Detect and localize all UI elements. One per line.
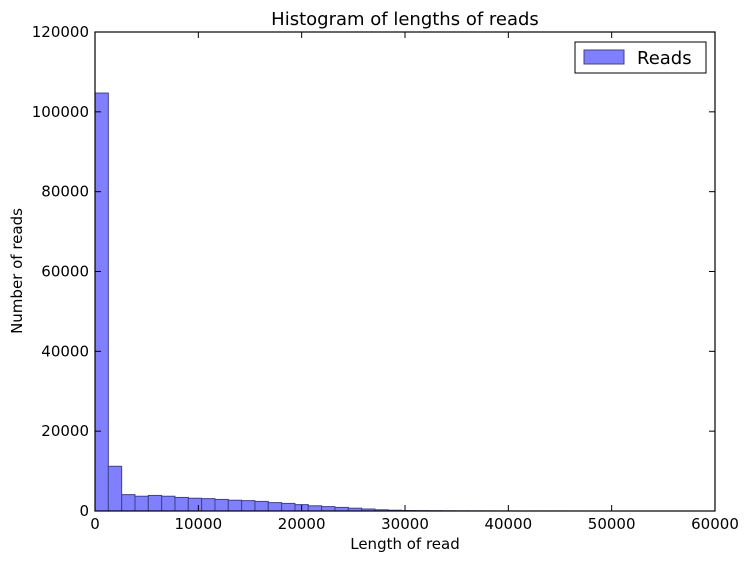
legend-swatch bbox=[583, 49, 625, 65]
y-tick-label: 100000 bbox=[32, 103, 89, 121]
x-tick-label: 40000 bbox=[484, 515, 532, 533]
histogram-bar bbox=[214, 498, 229, 512]
histogram-bar bbox=[321, 506, 336, 512]
y-tick-label: 80000 bbox=[41, 183, 89, 201]
histogram-bar bbox=[161, 495, 176, 512]
legend-label-reads: Reads bbox=[637, 48, 692, 69]
legend: Reads bbox=[574, 41, 707, 74]
y-tick-label: 60000 bbox=[41, 263, 89, 281]
histogram-bar bbox=[241, 500, 256, 512]
histogram-bar bbox=[201, 498, 216, 512]
x-tick-label: 60000 bbox=[691, 515, 739, 533]
bars-group bbox=[94, 92, 696, 512]
y-tick-label: 120000 bbox=[32, 23, 89, 41]
histogram-bar bbox=[174, 496, 189, 512]
histogram-bar bbox=[267, 502, 283, 512]
histogram-bar bbox=[121, 494, 136, 512]
histogram-bar bbox=[107, 465, 123, 512]
y-tick-label: 20000 bbox=[41, 422, 89, 440]
histogram-bar bbox=[134, 495, 149, 512]
x-tick-label: 0 bbox=[90, 515, 100, 533]
x-tick-label: 20000 bbox=[278, 515, 326, 533]
chart-title: Histogram of lengths of reads bbox=[271, 9, 539, 30]
plot-frame bbox=[94, 31, 716, 512]
x-tick-label: 50000 bbox=[588, 515, 636, 533]
y-tick-label: 40000 bbox=[41, 342, 89, 360]
y-tick-label: 0 bbox=[79, 502, 89, 520]
histogram-bar bbox=[281, 502, 296, 512]
histogram-bar bbox=[187, 497, 203, 512]
x-tick-label: 10000 bbox=[174, 515, 222, 533]
histogram-bar bbox=[254, 500, 269, 512]
ticks-group: 0 10000 20000 30000 40000 50000 60000 0 20000 400… bbox=[32, 23, 739, 533]
histogram-bar bbox=[147, 494, 163, 512]
x-tick-label: 30000 bbox=[381, 515, 429, 533]
histogram-bar bbox=[307, 505, 323, 512]
histogram-bar bbox=[227, 499, 243, 512]
histogram-bar bbox=[94, 92, 109, 512]
y-axis-label: Number of reads bbox=[8, 208, 26, 334]
x-axis-label: Length of read bbox=[350, 535, 460, 553]
